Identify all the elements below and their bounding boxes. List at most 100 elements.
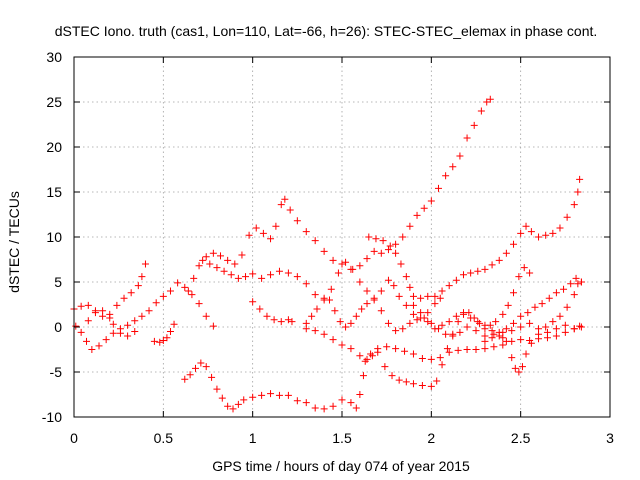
data-point — [384, 319, 392, 327]
data-point — [370, 294, 378, 302]
y-tick-label: 15 — [46, 184, 62, 200]
data-point — [159, 292, 167, 300]
data-point — [570, 291, 578, 299]
data-point — [526, 319, 534, 327]
data-point — [195, 300, 203, 308]
data-point — [84, 317, 92, 325]
data-point — [517, 229, 525, 237]
data-point — [263, 312, 271, 320]
data-point — [572, 274, 580, 282]
data-point — [381, 363, 389, 371]
data-point — [286, 206, 294, 214]
data-point — [522, 350, 530, 358]
x-tick-label: 2.5 — [511, 430, 531, 446]
data-point — [454, 346, 462, 354]
data-point — [499, 310, 507, 318]
data-point — [577, 278, 585, 286]
data-point — [495, 256, 503, 264]
data-point — [134, 282, 142, 290]
data-point — [472, 327, 480, 335]
data-point — [538, 300, 546, 308]
data-point — [363, 255, 371, 263]
data-point — [535, 325, 543, 333]
data-point — [368, 352, 376, 360]
data-point — [84, 301, 92, 309]
data-point — [138, 273, 146, 281]
data-point — [406, 222, 414, 230]
data-point — [186, 371, 194, 379]
data-point — [467, 269, 475, 277]
data-point — [406, 283, 414, 291]
data-point — [409, 380, 417, 388]
data-point — [288, 318, 296, 326]
data-point — [209, 322, 217, 330]
data-point — [234, 274, 242, 282]
data-point — [413, 211, 421, 219]
data-point — [434, 184, 442, 192]
data-point — [395, 292, 403, 300]
data-point — [542, 231, 550, 239]
data-point — [311, 237, 319, 245]
data-point — [436, 294, 444, 302]
data-point — [367, 350, 375, 358]
y-axis-label: dSTEC / TECUs — [6, 191, 22, 293]
data-point — [418, 355, 426, 362]
data-point — [522, 222, 530, 230]
data-point — [504, 301, 512, 309]
data-point — [191, 364, 199, 372]
data-point — [256, 305, 264, 313]
data-point — [213, 264, 221, 272]
data-point — [392, 327, 400, 335]
data-point — [377, 287, 385, 295]
data-point — [245, 231, 253, 239]
data-point — [240, 396, 248, 404]
data-point — [510, 240, 518, 248]
data-point — [515, 368, 523, 376]
data-point — [552, 325, 560, 333]
data-point — [545, 294, 553, 302]
data-point — [259, 229, 267, 237]
data-point — [320, 330, 328, 338]
data-point — [436, 354, 444, 362]
data-point — [535, 233, 543, 241]
data-point — [347, 345, 355, 353]
x-tick-label: 0.5 — [154, 430, 174, 446]
x-axis-label: GPS time / hours of day 074 of year 2015 — [212, 458, 470, 474]
data-point — [427, 382, 435, 390]
data-point — [102, 336, 110, 344]
data-point — [463, 323, 471, 331]
data-point — [399, 233, 407, 241]
data-point — [442, 330, 450, 338]
data-point — [127, 289, 135, 297]
data-point — [377, 307, 385, 315]
data-point — [181, 375, 189, 383]
data-point — [311, 291, 319, 299]
y-tick-label: 10 — [46, 229, 62, 245]
data-point — [508, 354, 516, 362]
data-point — [202, 253, 210, 261]
data-point — [417, 294, 425, 302]
data-point — [445, 318, 453, 326]
data-point — [438, 321, 446, 329]
data-point — [377, 249, 385, 257]
data-point — [342, 323, 350, 331]
data-point — [302, 399, 310, 407]
data-point — [388, 372, 396, 380]
data-point — [150, 337, 158, 345]
data-point — [556, 312, 564, 320]
data-point — [131, 328, 139, 335]
data-point — [281, 195, 289, 203]
data-point — [531, 303, 539, 311]
y-tick-label: 30 — [46, 49, 62, 65]
data-point — [218, 394, 226, 402]
data-point — [431, 292, 439, 300]
data-point — [359, 372, 367, 380]
data-point — [329, 336, 337, 344]
data-point — [518, 363, 526, 371]
data-point — [399, 325, 407, 333]
data-point — [77, 328, 85, 336]
data-markers — [70, 95, 585, 413]
data-point — [145, 307, 153, 315]
data-point — [349, 265, 357, 273]
data-point — [249, 270, 257, 278]
